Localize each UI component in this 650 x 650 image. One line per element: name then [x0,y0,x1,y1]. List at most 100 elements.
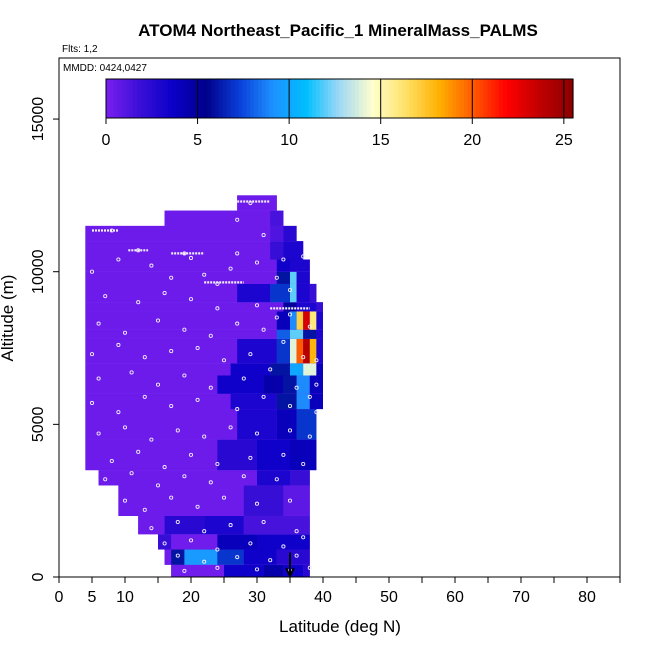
colorbar-swatch [479,79,485,118]
heat-cell [283,225,297,242]
heat-cell [237,338,277,364]
colorbar-swatch [218,79,224,118]
colorbar-swatch [475,79,481,118]
colorbar-swatch [397,79,403,118]
colorbar-swatch [436,79,442,118]
arrow-head [285,567,295,579]
colorbar-swatch [121,79,127,118]
sample-point [294,385,299,390]
heat-cell [164,549,172,565]
y-tick-label: 5000 [30,406,47,442]
colorbar-tick-label: 5 [193,132,202,149]
heat-cell [85,439,218,471]
colorbar-swatch [460,79,465,118]
colorbar-swatch [467,79,473,118]
sample-point [136,300,141,305]
heat-cell [257,439,290,471]
heat-cell [276,311,290,330]
sample-point [254,431,260,436]
heat-cell [276,329,290,339]
heat-cell [303,564,310,577]
sample-point [235,555,240,560]
colorbar-swatch [203,79,208,118]
colorbar-swatch [265,79,271,118]
colorbar-swatch [401,79,407,118]
heat-row [85,329,324,339]
sample-point [301,461,306,467]
sample-point [221,495,227,500]
colorbar-swatch [285,79,290,118]
sample-point [136,449,141,454]
sample-point [307,434,312,439]
sample-point [261,519,266,525]
sample-point [188,538,194,543]
colorbar-swatch [495,79,500,118]
sample-point [122,330,128,335]
colorbar-swatch [510,79,516,118]
colorbar-swatch [370,79,376,118]
sample-point [274,477,279,482]
colorbar-swatch [156,79,162,118]
sample-point [241,474,246,479]
sample-point [294,529,299,534]
sample-point [301,355,306,360]
sample-point [274,275,279,280]
sample-tracks [92,200,310,310]
sample-point [281,544,286,549]
sample-point [208,480,213,485]
colorbar-tick-label: 10 [280,132,298,149]
colorbar-swatch [191,79,197,118]
sample-point [235,321,240,326]
heat-row [85,393,324,410]
sample-point [109,458,114,464]
flights-note: Flts: 1,2 [62,44,98,55]
heat-cell [237,195,277,211]
y-tick-label: 15000 [30,97,47,142]
sample-point [301,535,306,540]
colorbar-swatch [308,79,313,118]
sample-point [182,568,187,573]
colorbar-swatch [327,79,333,118]
heat-cell [85,363,231,376]
heat-cell [164,210,271,226]
sample-point [182,474,187,479]
colorbar-swatch [518,79,524,118]
heat-cell [237,409,277,440]
sample-point [228,523,233,528]
heat-cell [276,338,290,364]
sample-point [215,306,220,311]
sample-point [314,410,319,415]
heat-cell [316,302,323,312]
sample-point [195,397,200,402]
sample-point [182,327,187,332]
sample-point [116,257,121,262]
sample-point [136,248,141,253]
colorbar-swatch [300,79,306,118]
colorbar-swatch [137,79,142,118]
colorbar-swatch [187,79,193,118]
sample-point [155,318,161,323]
sample-point [287,287,293,293]
sample-point [307,565,312,570]
colorbar-swatch [541,79,547,118]
heat-cell [184,549,218,565]
sample-point [314,358,319,363]
sample-point [248,541,253,546]
heat-cell [309,375,323,394]
heat-cell [85,329,277,339]
colorbar-swatch [355,79,360,118]
sample-point [268,558,273,563]
sample-point [195,504,200,509]
heat-cell [303,338,310,364]
sample-point [155,382,161,387]
heat-cell [316,338,323,364]
heat-cell [217,549,244,565]
colorbar-swatch [362,79,368,118]
colorbar-swatch [499,79,504,118]
heat-row [158,534,310,550]
sample-point [103,294,108,299]
colorbar-swatch [405,79,411,118]
heat-cell [290,338,297,364]
heat-cell [270,225,284,242]
sample-point [215,281,220,286]
